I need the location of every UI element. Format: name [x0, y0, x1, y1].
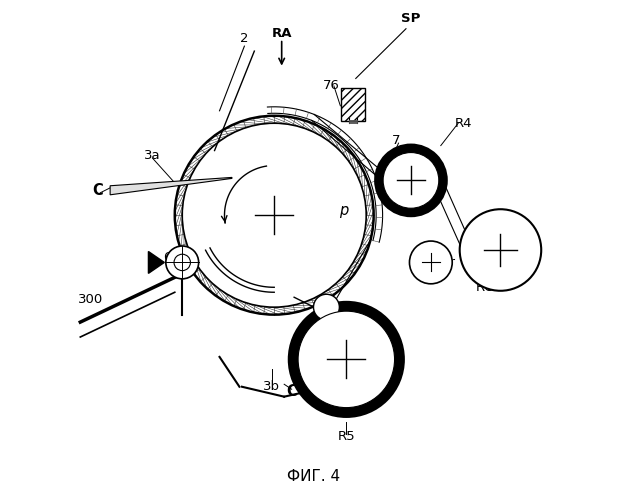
Text: C: C [286, 384, 297, 399]
Text: R4: R4 [455, 116, 472, 130]
Text: ФИГ. 4: ФИГ. 4 [288, 468, 340, 483]
Text: p: p [339, 202, 349, 218]
Text: 76: 76 [323, 80, 340, 92]
Text: RA: RA [271, 27, 292, 40]
Text: 3b: 3b [263, 380, 280, 393]
Text: 7: 7 [392, 134, 400, 147]
Polygon shape [148, 252, 165, 274]
Circle shape [166, 246, 198, 279]
Polygon shape [110, 178, 232, 195]
Circle shape [460, 209, 541, 291]
Text: 1: 1 [347, 363, 355, 376]
Circle shape [175, 116, 374, 314]
Text: R5: R5 [337, 430, 355, 443]
Circle shape [174, 254, 190, 270]
Circle shape [375, 144, 447, 216]
Text: 3a: 3a [144, 149, 161, 162]
Circle shape [183, 124, 365, 306]
Text: RO: RO [476, 281, 495, 294]
Circle shape [383, 152, 439, 208]
Circle shape [298, 311, 394, 408]
Text: 300: 300 [78, 293, 103, 306]
Text: 6: 6 [163, 251, 171, 264]
Circle shape [313, 294, 339, 320]
Text: 2: 2 [240, 32, 249, 45]
Text: C: C [92, 183, 103, 198]
Text: SP: SP [401, 12, 421, 26]
Circle shape [409, 241, 452, 284]
Circle shape [289, 302, 404, 416]
Polygon shape [342, 88, 365, 120]
Text: 1r: 1r [441, 256, 455, 269]
